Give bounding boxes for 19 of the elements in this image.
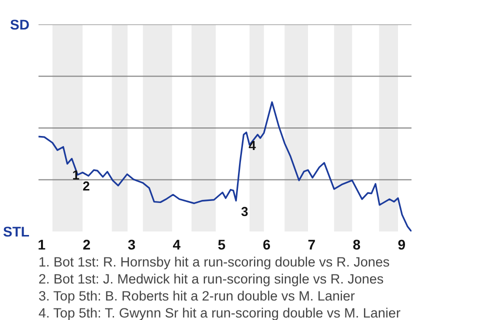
text: STL [3, 224, 30, 240]
text: 4. Top 5th: T. Gwynn Sr hit a run-scoring double vs M. Lanier [38, 306, 401, 320]
text: 3. Top 5th: B. Roberts hit a 2-run double vs M. Lanier [38, 288, 356, 304]
x-tick-label: 6 [262, 236, 271, 252]
x-tick-label: 1 [38, 236, 46, 252]
x-tick-label: 7 [308, 236, 316, 252]
x-tick-label: 8 [352, 236, 361, 252]
text: 2. Bot 1st: J. Medwick hit a run-scoring single vs R. Jones [38, 272, 384, 286]
text: 1. Bot 1st: R. Hornsby hit a run-scoring double vs R. Jones [38, 254, 390, 270]
x-tick-label: 5 [218, 236, 226, 252]
text: SD [10, 16, 30, 32]
x-tick-label: 9 [398, 236, 406, 252]
annotation: 4 [248, 138, 257, 154]
annotation: 2 [82, 178, 90, 194]
x-tick-label: 3 [128, 236, 136, 252]
annotation: 1 [72, 167, 80, 182]
x-tick-label: 4 [172, 236, 181, 252]
x-tick-label: 2 [82, 236, 91, 252]
annotation: 3 [241, 204, 248, 220]
